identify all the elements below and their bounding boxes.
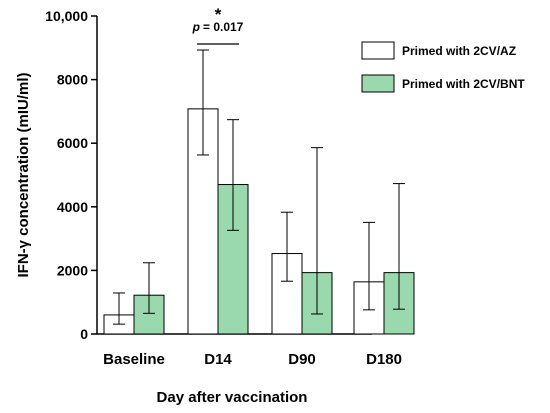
y-ticks: 0 2000 4000 6000 8000 10,000 — [45, 8, 97, 342]
y-tick-label: 0 — [80, 326, 88, 342]
significance-annotation: * p = 0.017 — [192, 5, 244, 45]
legend-label-az: Primed with 2CV/AZ — [402, 44, 516, 58]
y-tick-label: 2000 — [57, 262, 88, 278]
y-tick-label: 6000 — [57, 135, 88, 151]
x-tick-labels: Baseline D14 D90 D180 — [103, 351, 402, 368]
x-axis-title: Day after vaccination — [157, 389, 308, 406]
p-symbol: p — [192, 20, 200, 34]
p-value-label: p = 0.017 — [192, 20, 244, 34]
legend-label-bnt: Primed with 2CV/BNT — [402, 77, 525, 91]
error-bars — [113, 49, 405, 325]
x-tick-label: Baseline — [103, 351, 165, 368]
y-tick-label: 10,000 — [45, 8, 88, 24]
y-tick-label: 8000 — [57, 72, 88, 88]
p-value: = 0.017 — [203, 20, 244, 34]
bars — [103, 108, 415, 335]
y-tick-label: 4000 — [57, 199, 88, 215]
x-tick-label: D90 — [288, 351, 316, 368]
x-tick-label: D14 — [204, 351, 232, 368]
significance-star: * — [215, 5, 222, 24]
legend-swatch-az — [361, 41, 395, 60]
x-tick-label: D180 — [366, 351, 402, 368]
legend-swatch-bnt — [361, 74, 395, 93]
legend: Primed with 2CV/AZ Primed with 2CV/BNT — [361, 41, 525, 93]
y-axis-title: IFN-γ concentration (mIU/ml) — [15, 72, 32, 277]
